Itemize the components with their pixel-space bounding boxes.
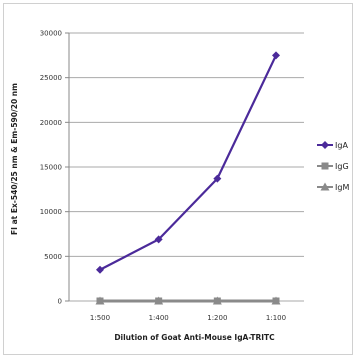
data-point xyxy=(321,162,329,170)
data-point xyxy=(272,51,280,60)
data-point xyxy=(96,265,104,274)
y-axis-title: FI at Ex-540/25 nm & Em-590/20 nm xyxy=(10,83,19,235)
series-igg xyxy=(96,297,280,305)
series-line xyxy=(99,54,277,271)
y-tick-label: 30000 xyxy=(40,30,62,38)
legend-label: IgM xyxy=(335,183,349,192)
legend-item-iga: IgA xyxy=(317,141,348,150)
data-point xyxy=(272,297,280,305)
gridlines xyxy=(69,32,304,302)
data-point xyxy=(213,297,221,305)
y-tick-label: 20000 xyxy=(40,119,62,127)
axes: 0 5000 10000 15000 20000 25000 30000 1:500 1:400… xyxy=(40,30,286,323)
data-point xyxy=(155,297,163,305)
legend-item-igm: IgM xyxy=(317,182,349,192)
x-tick-label: 1:400 xyxy=(149,314,169,322)
x-tick-label: 1:100 xyxy=(266,314,286,322)
y-tick-label: 15000 xyxy=(40,164,62,172)
y-tick-label: 0 xyxy=(58,298,62,306)
chart-frame: 0 5000 10000 15000 20000 25000 30000 1:500 1:400… xyxy=(3,3,353,355)
legend-item-igg: IgG xyxy=(317,162,349,171)
data-point xyxy=(320,182,330,191)
y-tick-label: 10000 xyxy=(40,208,62,216)
legend: IgA IgG IgM xyxy=(317,141,349,192)
line-chart: 0 5000 10000 15000 20000 25000 30000 1:500 1:400… xyxy=(10,30,349,343)
x-axis-title: Dilution of Goat Anti-Mouse IgA-TRITC xyxy=(114,333,275,342)
data-point xyxy=(96,297,104,305)
data-point xyxy=(321,141,329,149)
data-point xyxy=(154,235,163,244)
data-point xyxy=(213,174,222,183)
x-tick-label: 1:500 xyxy=(90,314,110,322)
legend-label: IgA xyxy=(335,141,348,150)
y-tick-label: 25000 xyxy=(40,74,62,82)
series-iga xyxy=(96,51,280,274)
legend-label: IgG xyxy=(335,162,349,171)
series-lines xyxy=(95,51,281,305)
y-tick-label: 5000 xyxy=(44,253,62,261)
x-tick-label: 1:200 xyxy=(207,314,227,322)
